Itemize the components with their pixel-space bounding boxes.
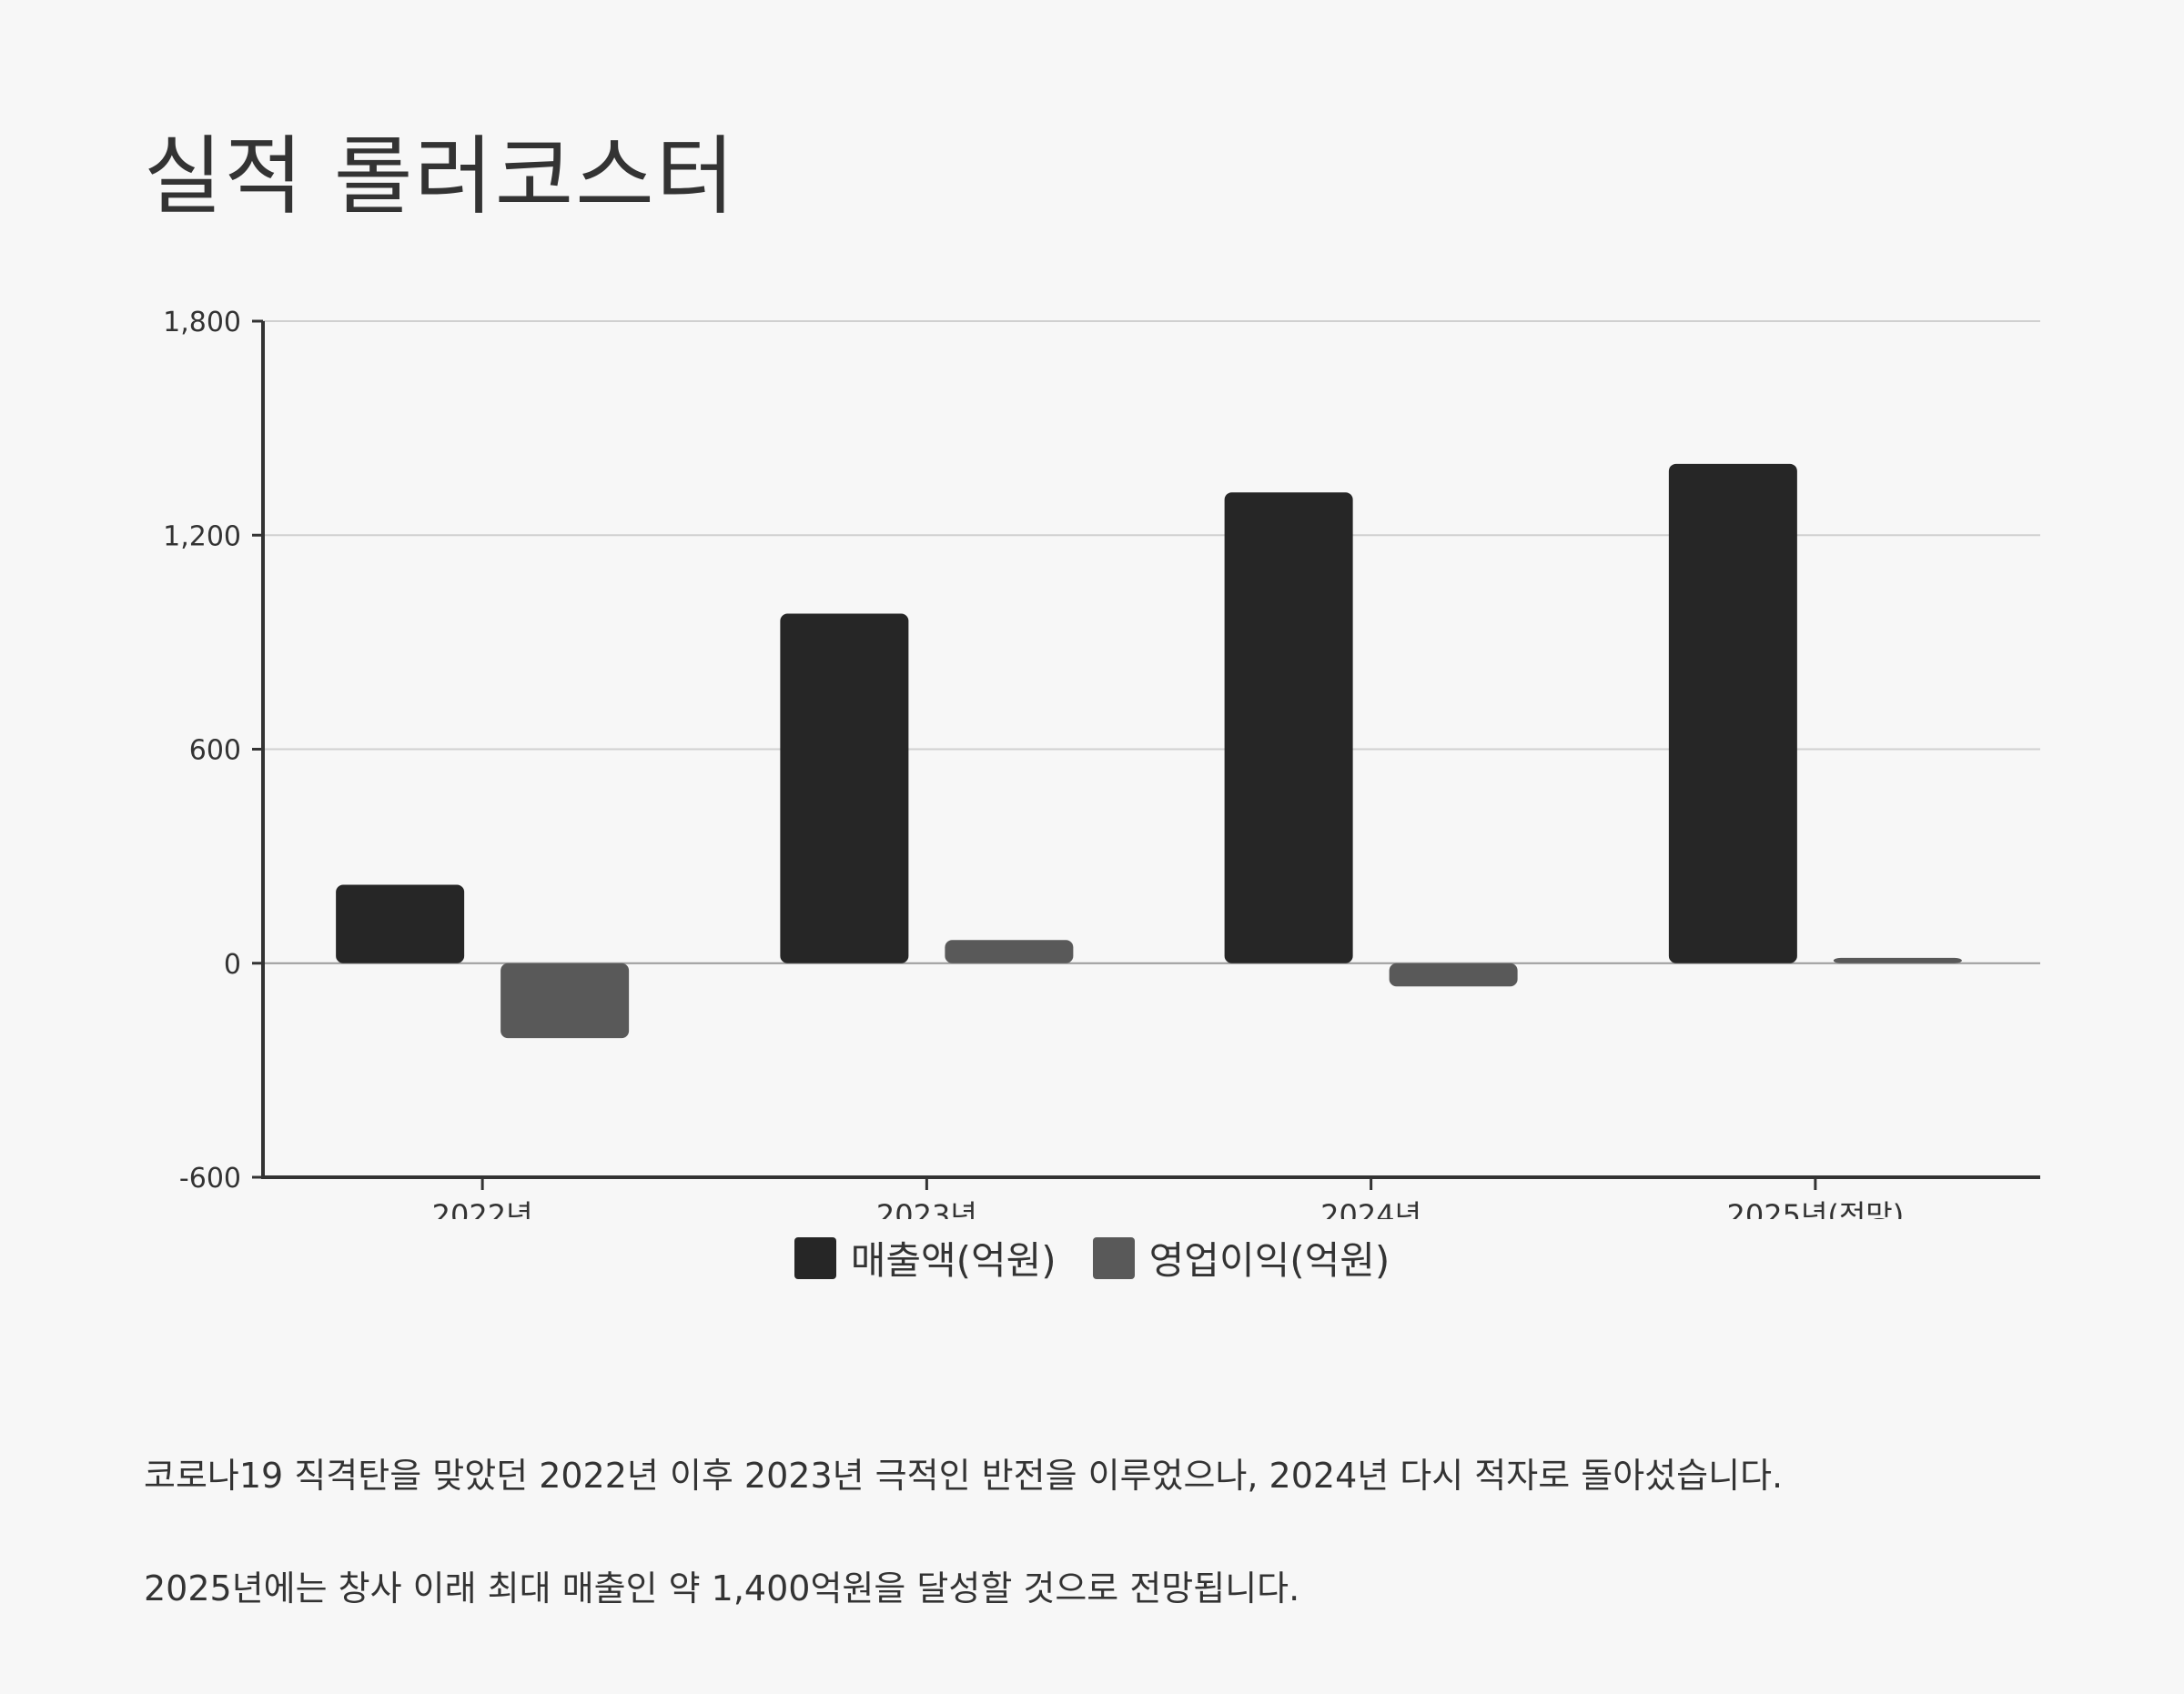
bar-revenue	[1668, 463, 1797, 963]
y-tick-label: -600	[179, 1163, 241, 1195]
bar-operating-profit	[1833, 957, 1962, 963]
legend-swatch-operating-profit	[1092, 1236, 1135, 1279]
bar-revenue	[1224, 492, 1353, 963]
performance-bar-chart: -600 0 600 1,200 1,800 2022년 2023년 2024년 2025년(전…	[163, 307, 2040, 1219]
caption-line-2: 2025년에는 창사 이래 최대 매출인 약 1,400억원을 달성할 것으로 …	[144, 1568, 1300, 1608]
x-tick-label: 2023년	[876, 1198, 977, 1219]
bar-operating-profit	[1389, 963, 1518, 987]
bar-revenue	[780, 613, 909, 963]
y-tick-label: 600	[189, 735, 241, 767]
y-tick-label: 1,800	[163, 307, 241, 338]
caption-line-1: 코로나19 직격탄을 맞았던 2022년 이후 2023년 극적인 반전을 이루…	[144, 1456, 1784, 1496]
bar-revenue	[336, 884, 465, 963]
x-tick-label: 2024년	[1320, 1198, 1421, 1219]
bar-operating-profit	[945, 940, 1074, 963]
legend-item-operating-profit: 영업이익(억원)	[1092, 1230, 1390, 1286]
bars	[336, 463, 1962, 1039]
bar-operating-profit	[500, 963, 630, 1039]
x-tick-label: 2022년	[432, 1198, 533, 1219]
y-tick-label: 1,200	[163, 520, 241, 552]
page-title: 실적 롤러코스터	[144, 127, 737, 227]
legend-label-operating-profit: 영업이익(억원)	[1148, 1238, 1390, 1283]
tick-labels: -600 0 600 1,200 1,800 2022년 2023년 2024년 2025년(전…	[163, 307, 1904, 1219]
legend-swatch-revenue	[794, 1236, 836, 1279]
legend-item-revenue: 매출액(억원)	[794, 1230, 1057, 1286]
x-tick-label: 2025년(전망)	[1727, 1198, 1905, 1219]
chart-legend: 매출액(억원) 영업이익(억원)	[0, 1230, 2184, 1286]
legend-label-revenue: 매출액(억원)	[850, 1238, 1057, 1283]
axes	[252, 319, 2040, 1190]
y-tick-label: 0	[224, 949, 241, 981]
